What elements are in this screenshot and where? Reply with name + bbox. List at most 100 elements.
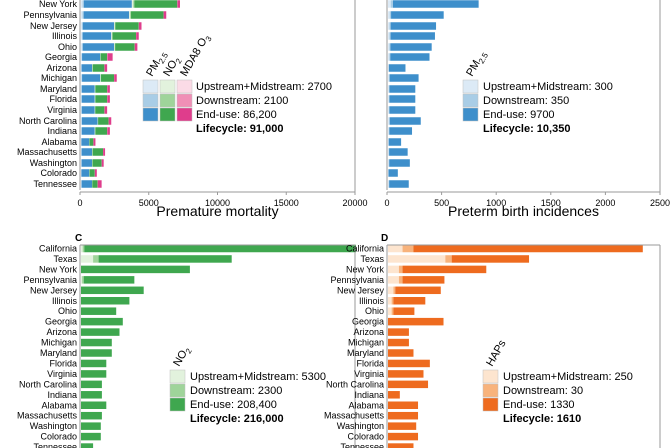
category-label: New Jersey [337, 285, 385, 295]
category-label: Indiana [354, 390, 384, 400]
category-label: Washington [337, 421, 384, 431]
legend-total: Lifecycle: 216,000 [190, 413, 284, 425]
bar-hap_down [391, 307, 394, 315]
bar-pm-down [389, 53, 391, 61]
bar-no2_end [81, 443, 94, 448]
bar-pm-down [389, 43, 391, 51]
legend: NO2 Upstream+Midstream: 5300 Downstream: 2… [169, 347, 326, 425]
bar-pm-end [81, 169, 90, 177]
bar-o3-end [103, 148, 106, 156]
bar-no2-end [101, 74, 114, 82]
bar-pm-up [388, 0, 391, 8]
bar-o3-end [93, 138, 96, 146]
panel-B: 0 500 1000 1500 2000 2500 Preterm birth incide… [384, 0, 670, 219]
bar-o3-end [107, 53, 113, 61]
bar-hap_end [402, 276, 445, 284]
bar-pm-down [82, 0, 84, 8]
category-label: Michigan [41, 73, 77, 83]
bar-no2-up [111, 32, 112, 40]
x-tick-label: 500 [434, 198, 449, 208]
category-label: Illinois [52, 31, 78, 41]
bar-no2_end [98, 255, 232, 263]
legend: HAPs Upstream+Midstream: 250 Downstream: 3… [482, 338, 633, 425]
legend-swatch-no2-end [169, 397, 186, 412]
bar-pm-end [82, 32, 112, 40]
legend-swatch-pm-down [142, 93, 159, 108]
legend-row: Downstream: 2100 [196, 95, 288, 107]
bar-o3-end [107, 95, 110, 103]
bar-no2-end [134, 0, 178, 8]
legend-header: HAPs [484, 338, 509, 369]
bar-pm-down [388, 95, 390, 103]
category-label: Michigan [348, 338, 384, 348]
category-label: California [39, 244, 77, 254]
bar-no2_up [81, 255, 94, 263]
bar-no2-end [89, 169, 95, 177]
bar-pm-end [83, 11, 130, 19]
category-label: Tennessee [340, 442, 384, 448]
category-label: Colorado [347, 432, 384, 442]
bar-o3-end [114, 74, 117, 82]
legend-header: PM2.5 [464, 48, 490, 79]
bar-pm-up [81, 22, 82, 30]
bar-no2_end [81, 432, 101, 441]
bar-no2-end [89, 138, 94, 146]
legend-row: Upstream+Midstream: 5300 [190, 371, 326, 383]
bar-pm-up [81, 53, 82, 61]
category-label: North Carolina [19, 379, 77, 389]
bar-o3-end [97, 180, 102, 188]
x-tick-label: 2500 [650, 198, 670, 208]
bar-hap_end [451, 255, 530, 263]
bar-no2-down [133, 0, 135, 8]
bar-pm-end [81, 95, 95, 103]
category-label: Ohio [365, 306, 384, 316]
category-label: California [346, 244, 384, 254]
bar-pm-down [388, 106, 390, 114]
bar-no2-end [95, 127, 108, 135]
legend-swatch-pm-up [142, 79, 159, 94]
legend-total: Lifecycle: 1610 [503, 413, 581, 425]
category-label: New York [346, 264, 385, 274]
bar-pm-end [390, 32, 435, 40]
legend-swatch-hap-up [482, 369, 499, 384]
category-label: Massachusetts [17, 147, 78, 157]
bar-pm-down [81, 43, 83, 51]
bar-no2-end [92, 180, 98, 188]
category-label: Maryland [40, 348, 77, 358]
legend-row: End-use: 208,400 [190, 399, 277, 411]
category-label: Florida [49, 358, 77, 368]
bar-no2_end [81, 286, 144, 295]
bar-hap_end [388, 422, 417, 430]
bar-hap_end [388, 370, 424, 378]
bar-no2_end [81, 380, 102, 389]
legend-row: End-use: 1330 [503, 399, 575, 411]
bar-hap_end [388, 380, 429, 389]
bar-pm-end [389, 117, 421, 125]
legend-row: Upstream+Midstream: 250 [503, 371, 633, 383]
bar-hap_end [388, 432, 419, 441]
bar-hap_up [388, 297, 392, 305]
bar-pm-up [388, 95, 389, 103]
bar-no2-end [92, 159, 102, 167]
bar-o3-end [107, 127, 110, 135]
category-label: Ohio [58, 306, 77, 316]
category-label: Washington [30, 158, 77, 168]
legend-header: MDA8 O3 [178, 32, 214, 80]
x-axis-title: Premature mortality [156, 203, 278, 219]
bar-pm-up [388, 159, 389, 167]
bar-pm-up [81, 43, 82, 51]
bar-hap_end [388, 349, 414, 357]
bar-pm-up [388, 53, 390, 61]
bar-no2_down [82, 276, 84, 284]
bar-pm-end [81, 117, 98, 125]
bar-no2-end [95, 85, 108, 93]
category-label: Maryland [347, 348, 384, 358]
bar-o3-end [177, 0, 180, 8]
bar-no2_end [81, 411, 102, 420]
bar-pm-up [388, 11, 390, 19]
bar-pm-up [388, 148, 389, 156]
legend-swatch-hap-down [482, 383, 499, 398]
legend: PM2.5 Upstream+Midstream: 300 Downstream: … [462, 48, 613, 135]
bar-pm-down [389, 22, 391, 30]
